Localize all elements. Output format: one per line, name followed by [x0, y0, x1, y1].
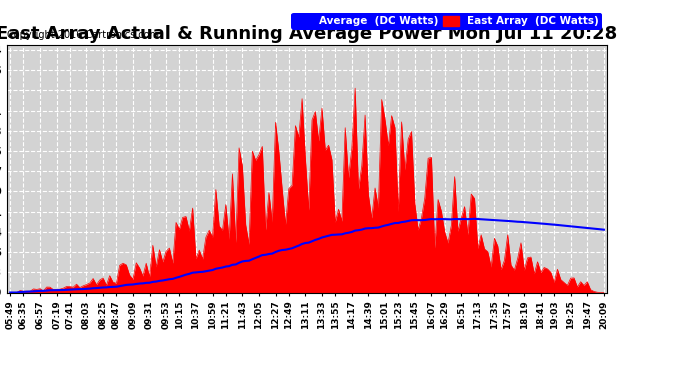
Text: Copyright 2016 Cartronics.com: Copyright 2016 Cartronics.com — [7, 30, 159, 40]
Legend: Average  (DC Watts), East Array  (DC Watts): Average (DC Watts), East Array (DC Watts… — [291, 13, 602, 30]
Title: East Array Actual & Running Average Power Mon Jul 11 20:28: East Array Actual & Running Average Powe… — [0, 26, 618, 44]
